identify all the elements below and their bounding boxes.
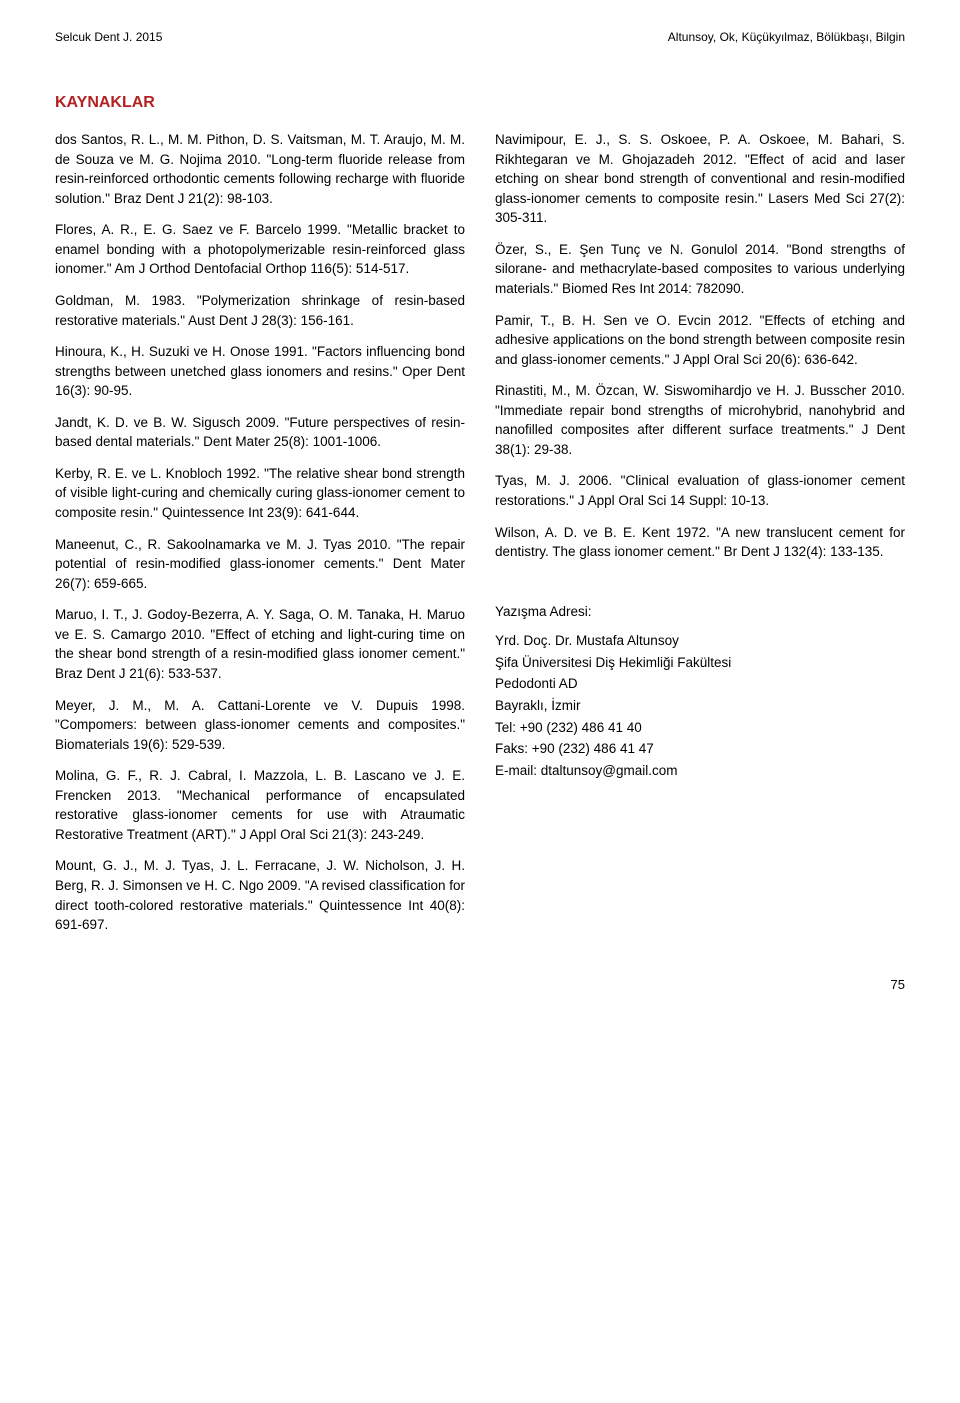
reference-item: Flores, A. R., E. G. Saez ve F. Barcelo …: [55, 220, 465, 279]
reference-item: Meyer, J. M., M. A. Cattani-Lorente ve V…: [55, 696, 465, 755]
correspondence-line: Yrd. Doç. Dr. Mustafa Altunsoy: [495, 631, 905, 651]
page-header: Selcuk Dent J. 2015 Altunsoy, Ok, Küçüky…: [55, 30, 905, 44]
reference-item: Pamir, T., B. H. Sen ve O. Evcin 2012. "…: [495, 311, 905, 370]
correspondence-line: Şifa Üniversitesi Diş Hekimliği Fakültes…: [495, 653, 905, 673]
reference-item: Mount, G. J., M. J. Tyas, J. L. Ferracan…: [55, 856, 465, 934]
reference-item: Özer, S., E. Şen Tunç ve N. Gonulol 2014…: [495, 240, 905, 299]
reference-item: Hinoura, K., H. Suzuki ve H. Onose 1991.…: [55, 342, 465, 401]
reference-item: Kerby, R. E. ve L. Knobloch 1992. "The r…: [55, 464, 465, 523]
reference-item: Maneenut, C., R. Sakoolnamarka ve M. J. …: [55, 535, 465, 594]
correspondence-line: Tel: +90 (232) 486 41 40: [495, 718, 905, 738]
reference-item: Navimipour, E. J., S. S. Oskoee, P. A. O…: [495, 130, 905, 228]
page-number: 75: [55, 977, 905, 992]
correspondence-line: E-mail: dtaltunsoy@gmail.com: [495, 761, 905, 781]
correspondence-line: Bayraklı, İzmir: [495, 696, 905, 716]
correspondence-title: Yazışma Adresi:: [495, 602, 905, 622]
right-column: Navimipour, E. J., S. S. Oskoee, P. A. O…: [495, 130, 905, 947]
left-column: dos Santos, R. L., M. M. Pithon, D. S. V…: [55, 130, 465, 947]
header-right: Altunsoy, Ok, Küçükyılmaz, Bölükbaşı, Bi…: [668, 30, 905, 44]
reference-item: Goldman, M. 1983. "Polymerization shrink…: [55, 291, 465, 330]
reference-item: Molina, G. F., R. J. Cabral, I. Mazzola,…: [55, 766, 465, 844]
reference-item: Maruo, I. T., J. Godoy-Bezerra, A. Y. Sa…: [55, 605, 465, 683]
reference-item: Tyas, M. J. 2006. "Clinical evaluation o…: [495, 471, 905, 510]
reference-item: Wilson, A. D. ve B. E. Kent 1972. "A new…: [495, 523, 905, 562]
reference-item: Jandt, K. D. ve B. W. Sigusch 2009. "Fut…: [55, 413, 465, 452]
section-title: KAYNAKLAR: [55, 94, 905, 112]
correspondence-line: Pedodonti AD: [495, 674, 905, 694]
header-left: Selcuk Dent J. 2015: [55, 30, 162, 44]
reference-item: Rinastiti, M., M. Özcan, W. Siswomihardj…: [495, 381, 905, 459]
content-columns: dos Santos, R. L., M. M. Pithon, D. S. V…: [55, 130, 905, 947]
reference-item: dos Santos, R. L., M. M. Pithon, D. S. V…: [55, 130, 465, 208]
correspondence-line: Faks: +90 (232) 486 41 47: [495, 739, 905, 759]
